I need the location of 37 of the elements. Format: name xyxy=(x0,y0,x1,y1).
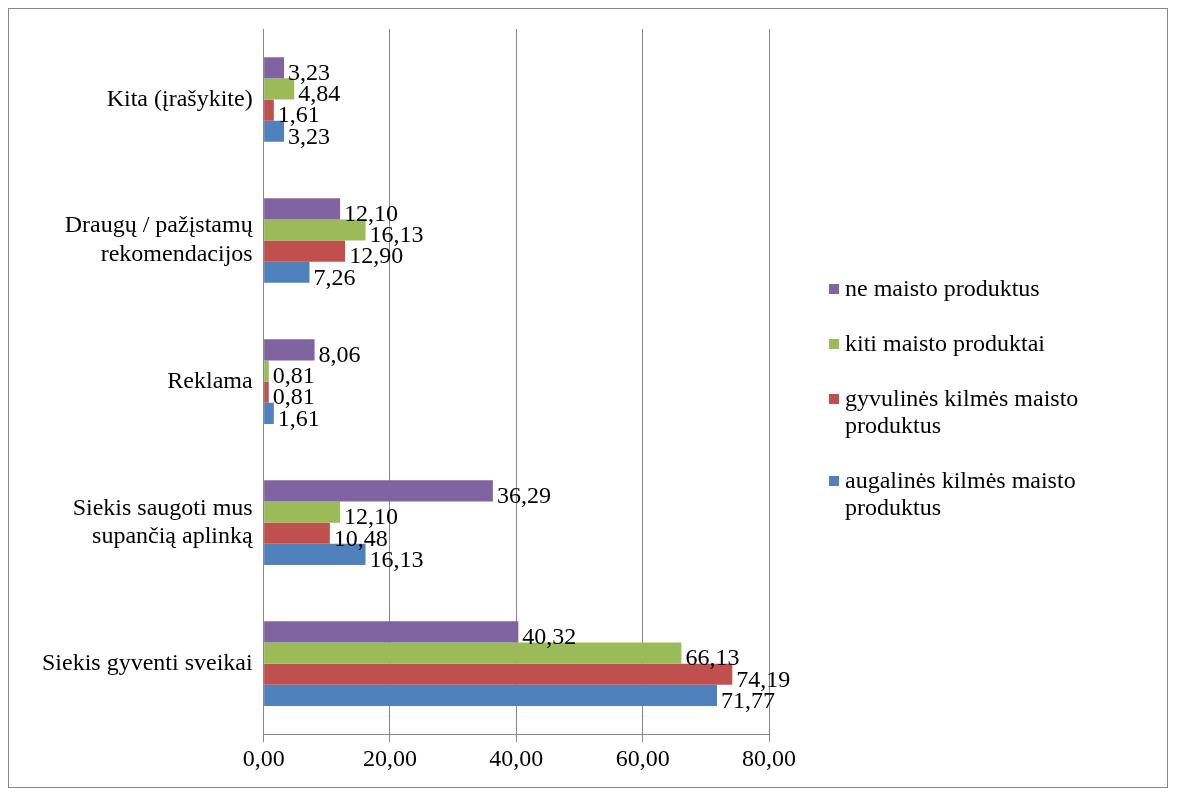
data-label: 36,29 xyxy=(496,482,551,509)
y-tick-label: Siekis saugoti mus supančią aplinką xyxy=(72,493,253,549)
bar xyxy=(264,339,315,361)
bar xyxy=(264,402,274,424)
bar xyxy=(264,480,493,502)
data-label: 12,10 xyxy=(344,200,399,227)
legend-label: kiti maisto produktai xyxy=(845,330,1045,357)
y-tick-label: Draugų / pažįstamų rekomendacijos xyxy=(64,211,254,267)
bar xyxy=(264,381,269,403)
bar xyxy=(264,684,718,706)
y-tick-label: Kita (įrašykite) xyxy=(106,84,253,111)
x-tick-label: 0,00 xyxy=(242,744,285,771)
legend-label: ne maisto produktus xyxy=(845,275,1040,302)
bar xyxy=(264,522,330,544)
data-label: 40,32 xyxy=(522,623,577,650)
legend-label: gyvulinės kilmės maisto produktus xyxy=(845,385,1080,439)
bar xyxy=(264,57,285,79)
y-tick-label: Siekis gyventi sveikai xyxy=(41,648,253,675)
data-label: 0,81 xyxy=(272,362,315,389)
data-label: 16,13 xyxy=(369,545,424,572)
data-label: 12,10 xyxy=(344,503,399,530)
y-tick-label: Reklama xyxy=(167,366,253,393)
x-tick-label: 40,00 xyxy=(489,744,544,771)
x-tick-label: 60,00 xyxy=(615,744,670,771)
data-label: 3,23 xyxy=(288,59,331,86)
data-label: 8,06 xyxy=(318,341,361,368)
bar xyxy=(264,99,274,121)
bar xyxy=(264,501,341,523)
x-tick-label: 20,00 xyxy=(362,744,417,771)
bar xyxy=(264,240,346,262)
legend-label: augalinės kilmės maisto produktus xyxy=(845,467,1077,521)
bar xyxy=(264,360,269,382)
data-label: 7,26 xyxy=(313,263,356,290)
x-tick-label: 80,00 xyxy=(742,744,796,771)
bar xyxy=(264,261,310,283)
bar xyxy=(264,198,341,220)
bar xyxy=(264,621,519,643)
